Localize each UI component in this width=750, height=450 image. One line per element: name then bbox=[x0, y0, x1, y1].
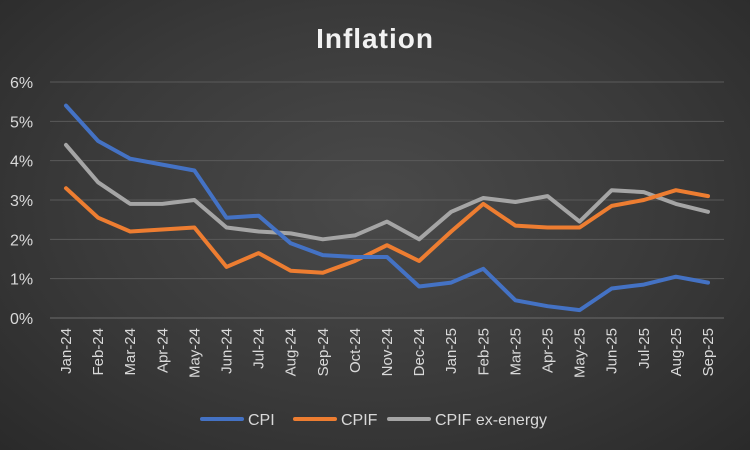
x-tick-label: Aug-24 bbox=[283, 328, 300, 376]
y-tick-label: 2% bbox=[10, 232, 33, 249]
x-tick-label: Jun-24 bbox=[219, 328, 236, 374]
x-tick-label: Oct-24 bbox=[347, 328, 364, 373]
x-tick-label: Sep-24 bbox=[315, 328, 332, 376]
series-layer bbox=[64, 103, 710, 313]
legend-label: CPIF ex-energy bbox=[435, 412, 547, 429]
series-line-cpif-ex-energy bbox=[64, 142, 710, 242]
y-tick-label: 5% bbox=[10, 114, 33, 131]
y-tick-label: 4% bbox=[10, 154, 33, 171]
x-tick-label: Jun-25 bbox=[604, 328, 621, 374]
x-tick-label: Sep-25 bbox=[700, 328, 717, 376]
x-tick-label: Jul-24 bbox=[251, 328, 268, 369]
y-tick-label: 6% bbox=[10, 75, 33, 92]
x-tick-label: Dec-24 bbox=[411, 328, 428, 376]
y-tick-label: 3% bbox=[10, 193, 33, 210]
x-tick-label: Mar-24 bbox=[122, 328, 139, 376]
x-tick-label: May-24 bbox=[186, 328, 203, 378]
x-tick-label: Apr-24 bbox=[154, 328, 171, 373]
x-tick-label: Feb-25 bbox=[475, 328, 492, 376]
x-tick-label: Aug-25 bbox=[668, 328, 685, 376]
legend: CPI CPIF CPIF ex-energy bbox=[200, 412, 547, 429]
grid-layer bbox=[50, 81, 724, 319]
legend-label: CPIF bbox=[341, 412, 378, 429]
y-tick-label: 0% bbox=[10, 311, 33, 328]
x-tick-label: Mar-25 bbox=[507, 328, 524, 376]
x-tick-label: May-25 bbox=[572, 328, 589, 378]
x-tick-label: Apr-25 bbox=[539, 328, 556, 373]
x-tick-label: Jul-25 bbox=[636, 328, 653, 369]
x-tick-label: Feb-24 bbox=[90, 328, 107, 376]
x-tick-label: Nov-24 bbox=[379, 328, 396, 376]
x-tick-label: Jan-25 bbox=[443, 328, 460, 374]
chart-title: Inflation bbox=[316, 23, 434, 54]
y-axis-ticks: 0% 1% 2% 3% 4% 5% 6% bbox=[10, 75, 33, 328]
series-line-cpif bbox=[64, 186, 710, 275]
legend-label: CPI bbox=[248, 412, 275, 429]
series-line-cpi bbox=[64, 103, 710, 313]
x-tick-label: Jan-24 bbox=[58, 328, 75, 374]
x-axis-ticks: Jan-24 Feb-24 Mar-24 Apr-24 May-24 Jun-24 Jul-… bbox=[58, 328, 717, 378]
y-tick-label: 1% bbox=[10, 272, 33, 289]
